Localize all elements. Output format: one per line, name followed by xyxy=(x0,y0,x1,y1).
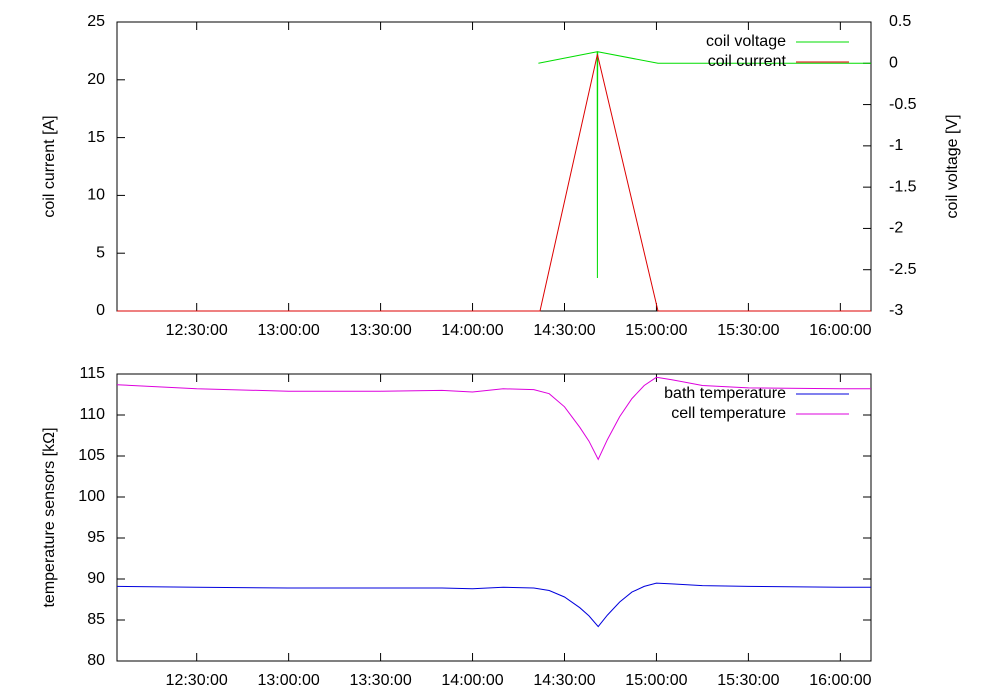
x-tick-label: 15:00:00 xyxy=(625,672,687,689)
y-tick-label: 85 xyxy=(87,611,105,628)
y2-tick-label: 0 xyxy=(889,55,898,72)
y-tick-label: 110 xyxy=(79,406,105,423)
x-tick-label: 14:30:00 xyxy=(533,322,595,339)
y2-tick-label: -1 xyxy=(889,137,903,154)
x-tick-label: 14:00:00 xyxy=(441,672,503,689)
y-tick-label: 80 xyxy=(87,652,105,669)
x-tick-label: 13:00:00 xyxy=(258,672,320,689)
y-tick-label: 90 xyxy=(87,570,105,587)
x-tick-label: 13:30:00 xyxy=(349,672,411,689)
y-axis-label: coil current [A] xyxy=(41,115,58,217)
y-tick-label: 20 xyxy=(87,71,105,88)
y2-tick-label: -2.5 xyxy=(889,261,917,278)
y-tick-label: 5 xyxy=(96,244,105,261)
x-tick-label: 15:00:00 xyxy=(625,322,687,339)
data-line xyxy=(116,376,871,461)
x-tick-label: 16:00:00 xyxy=(809,672,871,689)
y-tick-label: 25 xyxy=(87,13,105,30)
y-tick-label: 115 xyxy=(79,365,105,382)
x-tick-label: 15:30:00 xyxy=(717,322,779,339)
plot-frame xyxy=(116,373,872,662)
x-tick-label: 16:00:00 xyxy=(809,322,871,339)
x-tick-label: 14:00:00 xyxy=(441,322,503,339)
data-line xyxy=(116,582,871,628)
y-tick-label: 105 xyxy=(78,447,105,464)
y-tick-label: 10 xyxy=(87,187,105,204)
x-tick-label: 13:00:00 xyxy=(258,322,320,339)
legend-label: cell temperature xyxy=(671,405,786,422)
legend-label: coil voltage xyxy=(706,33,786,50)
y2-tick-label: 0.5 xyxy=(889,13,911,30)
y2-axis-label: coil voltage [V] xyxy=(944,114,961,218)
y-tick-label: 95 xyxy=(87,529,105,546)
x-tick-label: 12:30:00 xyxy=(166,672,228,689)
data-line xyxy=(117,54,871,312)
y2-tick-label: -3 xyxy=(889,302,903,319)
y2-tick-label: -0.5 xyxy=(889,96,917,113)
x-tick-label: 12:30:00 xyxy=(166,322,228,339)
x-tick-label: 13:30:00 xyxy=(349,322,411,339)
x-tick-label: 14:30:00 xyxy=(533,672,595,689)
y-tick-label: 100 xyxy=(78,488,105,505)
y-tick-label: 0 xyxy=(96,302,105,319)
y-axis-label: temperature sensors [kΩ] xyxy=(41,427,58,607)
x-tick-label: 15:30:00 xyxy=(717,672,779,689)
legend-label: bath temperature xyxy=(664,385,786,402)
y2-tick-label: -1.5 xyxy=(889,178,917,195)
y-tick-label: 15 xyxy=(87,129,105,146)
data-line xyxy=(538,51,871,279)
legend-label: coil current xyxy=(708,53,787,70)
y2-tick-label: -2 xyxy=(889,220,903,237)
